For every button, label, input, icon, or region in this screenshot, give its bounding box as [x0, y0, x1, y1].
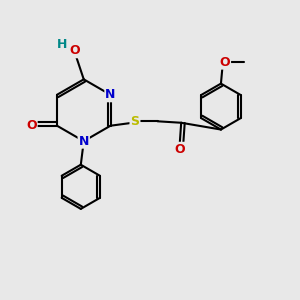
Text: N: N — [79, 135, 89, 148]
Text: O: O — [220, 56, 230, 69]
Text: O: O — [70, 44, 80, 57]
Text: O: O — [174, 143, 185, 156]
Text: O: O — [26, 119, 37, 132]
Text: H: H — [57, 38, 68, 50]
Text: N: N — [105, 88, 116, 101]
Text: S: S — [130, 115, 140, 128]
